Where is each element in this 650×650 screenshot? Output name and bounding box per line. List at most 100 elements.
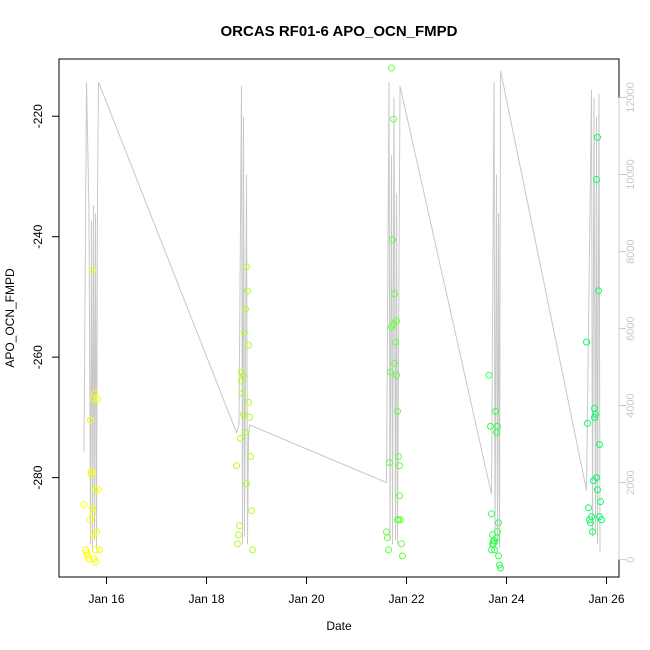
data-point — [93, 528, 100, 536]
data-point — [596, 513, 603, 521]
y2-tick-label: 6000 — [625, 316, 637, 340]
y-tick-label: -280 — [31, 465, 45, 489]
data-point — [233, 462, 240, 470]
y2-tick-label: 12000 — [625, 82, 637, 113]
data-point — [249, 546, 256, 554]
data-point — [592, 410, 599, 418]
data-point — [386, 459, 393, 467]
data-point — [496, 561, 503, 569]
data-point — [393, 371, 400, 379]
data-point — [87, 416, 94, 424]
data-point — [491, 546, 498, 554]
data-point — [397, 516, 404, 524]
data-point — [593, 176, 600, 183]
y-axis: -220 -240 -260 -280 — [31, 104, 60, 490]
data-point — [391, 359, 398, 367]
data-point — [495, 552, 502, 560]
data-point — [396, 462, 403, 470]
data-point — [243, 480, 250, 488]
data-point — [237, 435, 244, 442]
data-point — [390, 115, 397, 123]
y-tick-label: -220 — [31, 104, 45, 128]
data-point — [399, 552, 406, 560]
data-point — [495, 519, 502, 527]
data-point — [395, 516, 402, 524]
data-point — [92, 558, 99, 566]
x-tick-label: Jan 24 — [488, 592, 524, 606]
data-point — [583, 338, 590, 346]
y2-tick-label: 10000 — [625, 159, 637, 190]
data-point — [488, 510, 495, 518]
data-point — [398, 540, 405, 548]
data-point — [392, 338, 399, 346]
data-point — [391, 290, 398, 298]
x-tick-label: Jan 26 — [588, 592, 624, 606]
x-tick-label: Jan 20 — [288, 592, 324, 606]
data-point — [585, 504, 592, 512]
y-axis-label: APO_OCN_FMPD — [3, 268, 17, 368]
data-point — [89, 266, 96, 274]
data-point — [236, 522, 243, 530]
data-point — [91, 486, 99, 494]
data-point — [591, 413, 598, 421]
plot-frame — [58, 58, 620, 578]
data-point — [384, 534, 391, 542]
data-point — [584, 419, 591, 427]
data-point — [589, 528, 596, 536]
data-point — [94, 395, 101, 403]
data-point — [597, 498, 604, 506]
data-point — [235, 531, 242, 539]
y2-tick-label: 4000 — [625, 393, 637, 417]
data-point — [82, 546, 89, 554]
x-tick-label: Jan 22 — [388, 592, 424, 606]
data-point — [494, 422, 501, 430]
data-point — [383, 528, 390, 536]
data-point — [485, 371, 493, 379]
data-point — [497, 564, 504, 572]
y-tick-label: -260 — [31, 345, 45, 369]
data-point — [594, 486, 601, 494]
data-point — [85, 555, 93, 563]
data-point — [594, 133, 601, 141]
points-layer — [80, 64, 605, 572]
x-tick-label: Jan 16 — [88, 592, 124, 606]
data-point — [238, 377, 245, 385]
data-point — [96, 546, 103, 554]
data-point — [488, 546, 495, 554]
secondary-y-axis: 0 2000 4000 6000 8000 10000 12000 — [618, 82, 637, 563]
data-point — [90, 395, 97, 403]
data-point — [240, 410, 247, 418]
data-point — [494, 528, 501, 536]
x-tick-label: Jan 18 — [188, 592, 224, 606]
data-point — [238, 368, 245, 376]
data-point — [241, 329, 248, 337]
data-point — [245, 398, 252, 406]
data-point — [245, 341, 252, 349]
data-point — [248, 507, 255, 515]
data-point — [388, 64, 395, 72]
data-point — [239, 389, 246, 397]
data-point — [387, 368, 394, 376]
data-point — [595, 287, 602, 295]
y2-tick-label: 2000 — [625, 470, 637, 494]
data-point — [88, 471, 95, 479]
data-point — [242, 428, 249, 436]
data-point — [492, 407, 499, 415]
data-point — [395, 453, 402, 460]
y2-tick-label: 8000 — [625, 239, 637, 263]
altitude-line — [83, 70, 601, 553]
data-point — [88, 468, 95, 476]
data-point — [385, 546, 392, 554]
data-point — [244, 287, 251, 295]
data-point — [593, 474, 600, 482]
x-axis-label: Date — [326, 619, 352, 633]
data-point — [83, 549, 90, 557]
y-tick-label: -240 — [31, 224, 45, 248]
data-point — [92, 546, 99, 554]
data-point — [247, 453, 254, 460]
data-point — [242, 305, 249, 313]
altitude-layer — [83, 70, 601, 553]
data-point — [596, 441, 603, 448]
data-point — [396, 492, 403, 500]
